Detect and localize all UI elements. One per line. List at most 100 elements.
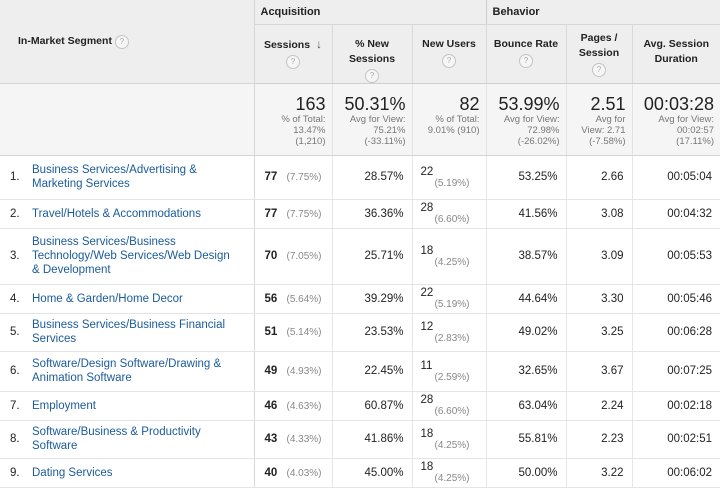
bounce-rate-cell: 49.02%	[486, 313, 567, 352]
acquisition-group-header: Acquisition	[254, 0, 487, 25]
segment-link[interactable]: Travel/Hotels & Accommodations	[32, 207, 201, 220]
segment-link[interactable]: Home & Garden/Home Decor	[32, 292, 183, 305]
pct-new-sessions-cell: 23.53%	[332, 313, 413, 352]
sessions-value: 49	[264, 365, 278, 377]
pages-session-cell: 2.23	[566, 420, 633, 459]
sort-desc-icon[interactable]: ↓	[316, 36, 323, 51]
avg-session-duration-column-header[interactable]: Avg. Session Duration	[632, 24, 720, 84]
new-users-percent: (4.25%)	[434, 439, 470, 451]
help-icon[interactable]: ?	[519, 53, 533, 68]
help-icon[interactable]: ?	[365, 68, 379, 83]
segment-link[interactable]: Business Services/Business Technology/We…	[32, 236, 230, 276]
bounce-rate-cell: 63.04%	[486, 391, 567, 421]
row-index: 4.	[10, 292, 20, 305]
sessions-percent: (5.64%)	[286, 293, 322, 305]
new-users-percent: (5.19%)	[434, 299, 470, 310]
bounce-rate-cell: 32.65%	[486, 351, 567, 392]
totals-new-users: 82 % of Total: 9.01% (910)	[412, 83, 487, 156]
segment-link[interactable]: Business Services/Advertising & Marketin…	[32, 164, 197, 190]
sessions-percent: (4.03%)	[286, 467, 322, 479]
behavior-group-header: Behavior	[486, 0, 720, 25]
segment-link[interactable]: Business Services/Business Financial Ser…	[32, 319, 226, 345]
segment-cell: 9. Dating Services	[0, 458, 255, 488]
sessions-percent: (5.14%)	[286, 327, 322, 338]
new-users-header-label: New Users	[422, 37, 476, 50]
sessions-cell: 70 (7.05%)	[254, 228, 333, 285]
sessions-value: 77	[264, 207, 278, 220]
new-users-cell: 18 (4.25%)	[412, 420, 487, 459]
sessions-value: 70	[264, 250, 278, 262]
sessions-cell: 51 (5.14%)	[254, 313, 333, 352]
sessions-percent: (7.75%)	[286, 208, 322, 220]
table-row: 9. Dating Services 40 (4.03%) 45.00% 18 (4.…	[0, 458, 720, 488]
new-users-percent: (4.25%)	[434, 256, 470, 268]
pct-new-sessions-cell: 28.57%	[332, 155, 413, 200]
avg-session-duration-header-label: Avg. Session Duration	[643, 37, 710, 65]
new-users-percent: (2.59%)	[434, 371, 470, 383]
segment-cell: 2. Travel/Hotels & Accommodations	[0, 199, 255, 229]
new-users-value: 18	[420, 461, 434, 473]
new-users-percent: (2.83%)	[434, 332, 470, 344]
sessions-column-header[interactable]: Sessions ↓ ?	[254, 24, 333, 84]
segment-cell: 4. Home & Garden/Home Decor	[0, 284, 255, 314]
segment-link[interactable]: Software/Business & Productivity Softwar…	[32, 426, 201, 452]
help-icon[interactable]: ?	[114, 35, 129, 50]
pages-session-column-header[interactable]: Pages / Session ?	[566, 24, 633, 84]
totals-pct-new-sessions: 50.31% Avg for View: 75.21% (-33.11%)	[332, 83, 413, 156]
pct-new-sessions-cell: 60.87%	[332, 391, 413, 421]
table-row: 4. Home & Garden/Home Decor 56 (5.64%) 39.…	[0, 284, 720, 314]
new-users-percent: (4.25%)	[434, 473, 470, 484]
pct-new-sessions-cell: 45.00%	[332, 458, 413, 488]
table-row: 3. Business Services/Business Technology/…	[0, 228, 720, 285]
bounce-rate-cell: 55.81%	[486, 420, 567, 459]
avg-session-duration-cell: 00:06:02	[632, 458, 720, 488]
pct-new-sessions-column-header[interactable]: % New Sessions ?	[332, 24, 413, 84]
table-body: 1. Business Services/Advertising & Market…	[0, 155, 720, 488]
segment-cell: 3. Business Services/Business Technology/…	[0, 228, 255, 285]
segment-cell: 7. Employment	[0, 391, 255, 421]
new-users-percent: (6.60%)	[434, 214, 470, 225]
sessions-percent: (4.33%)	[286, 434, 322, 445]
totals-pages-session: 2.51 Avg for View: 2.71 (-7.58%)	[566, 83, 633, 156]
segment-link[interactable]: Dating Services	[32, 466, 113, 479]
new-users-column-header[interactable]: New Users ?	[412, 24, 487, 84]
new-users-cell: 28 (6.60%)	[412, 391, 487, 421]
help-icon[interactable]: ?	[442, 53, 456, 68]
row-index: 8.	[10, 433, 20, 445]
segment-link[interactable]: Employment	[32, 399, 96, 412]
segment-column-header[interactable]: In-Market Segment ?	[0, 0, 255, 84]
sessions-value: 56	[264, 292, 278, 305]
table-row: 7. Employment 46 (4.63%) 60.87% 28 (6.60%) …	[0, 391, 720, 421]
sessions-value: 46	[264, 399, 278, 412]
row-index: 7.	[10, 399, 20, 412]
bounce-rate-cell: 38.57%	[486, 228, 567, 285]
row-index: 5.	[10, 326, 20, 338]
help-icon[interactable]: ?	[286, 54, 300, 69]
pages-session-cell: 3.22	[566, 458, 633, 488]
segment-link[interactable]: Software/Design Software/Drawing & Anima…	[32, 358, 222, 384]
sessions-value: 77	[264, 171, 278, 183]
new-users-cell: 12 (2.83%)	[412, 313, 487, 352]
pct-new-sessions-header-label: % New Sessions	[348, 37, 396, 65]
row-index: 6.	[10, 365, 20, 377]
new-users-value: 22	[420, 165, 434, 178]
bounce-rate-cell: 53.25%	[486, 155, 567, 200]
pct-new-sessions-cell: 22.45%	[332, 351, 413, 392]
pages-session-cell: 2.66	[566, 155, 633, 200]
avg-session-duration-cell: 00:05:53	[632, 228, 720, 285]
totals-bounce-rate: 53.99% Avg for View: 72.98% (-26.02%)	[486, 83, 567, 156]
bounce-rate-column-header[interactable]: Bounce Rate ?	[486, 24, 567, 84]
table-row: 2. Travel/Hotels & Accommodations 77 (7.75…	[0, 199, 720, 229]
new-users-cell: 11 (2.59%)	[412, 351, 487, 392]
pct-new-sessions-cell: 36.36%	[332, 199, 413, 229]
bounce-rate-cell: 44.64%	[486, 284, 567, 314]
help-icon[interactable]: ?	[592, 62, 606, 77]
table-row: 8. Software/Business & Productivity Softw…	[0, 420, 720, 459]
row-index: 1.	[10, 171, 20, 183]
new-users-cell: 18 (4.25%)	[412, 228, 487, 285]
sessions-header-label: Sessions	[263, 38, 311, 51]
segment-header-label: In-Market Segment	[18, 35, 112, 48]
new-users-value: 11	[420, 359, 433, 372]
sessions-cell: 46 (4.63%)	[254, 391, 333, 421]
